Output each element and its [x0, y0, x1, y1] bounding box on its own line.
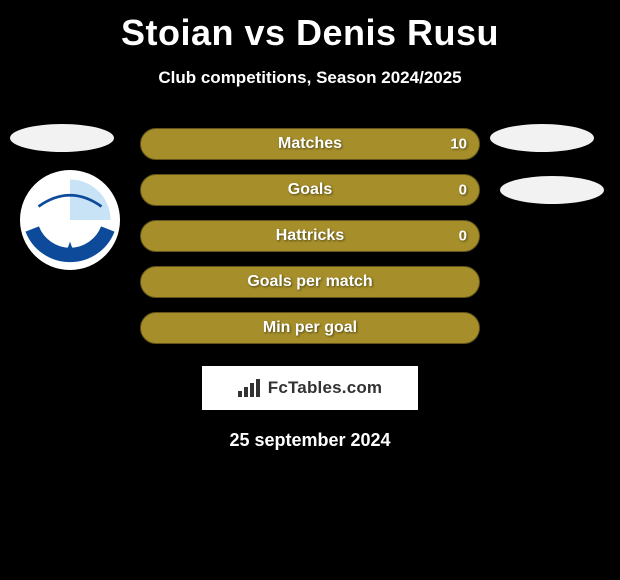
- svg-text:CRAIOVA: CRAIOVA: [48, 227, 93, 238]
- stat-label: Goals per match: [247, 273, 372, 291]
- stat-row-min-per-goal: Min per goal: [140, 312, 480, 344]
- subtitle: Club competitions, Season 2024/2025: [0, 68, 620, 88]
- brand-name: FcTables.com: [268, 378, 383, 398]
- player-slot-left: [10, 124, 114, 152]
- stat-label: Goals: [288, 181, 332, 199]
- stat-label: Min per goal: [263, 319, 357, 337]
- stat-row-goals-per-match: Goals per match: [140, 266, 480, 298]
- player-slot-right-1: [490, 124, 594, 152]
- stat-label: Matches: [278, 135, 342, 153]
- stat-row-goals: Goals 0: [140, 174, 480, 206]
- club-badge-craiova: CRAIOVA: [20, 170, 120, 270]
- page-title: Stoian vs Denis Rusu: [0, 0, 620, 54]
- stat-label: Hattricks: [276, 227, 344, 245]
- stat-value: 0: [459, 182, 467, 199]
- stat-row-hattricks: Hattricks 0: [140, 220, 480, 252]
- stat-row-matches: Matches 10: [140, 128, 480, 160]
- player-slot-right-2: [500, 176, 604, 204]
- brand-logo: FcTables.com: [202, 366, 418, 410]
- stat-value: 0: [459, 228, 467, 245]
- club-badge-icon: CRAIOVA: [25, 175, 115, 265]
- infographic-date: 25 september 2024: [0, 430, 620, 451]
- bar-chart-icon: [238, 377, 262, 399]
- stat-value: 10: [450, 136, 467, 153]
